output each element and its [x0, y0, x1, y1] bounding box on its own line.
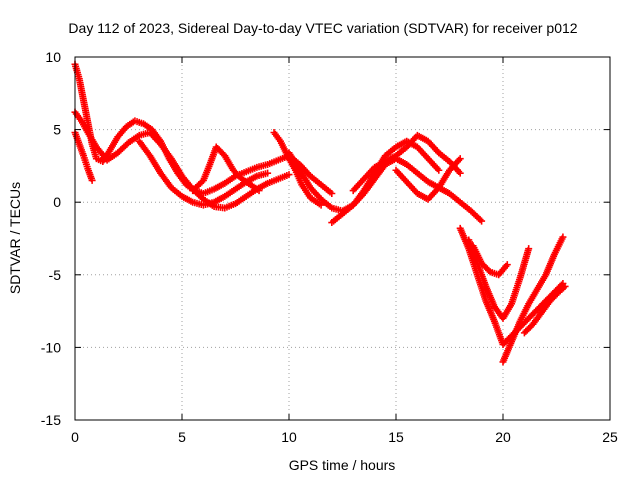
y-tick-label: -15	[41, 412, 61, 428]
data-point	[478, 217, 486, 225]
data-point	[285, 171, 293, 179]
data-series	[469, 242, 511, 279]
x-tick-label: 15	[388, 429, 404, 445]
data-point	[456, 155, 464, 163]
y-tick-label: 0	[53, 194, 61, 210]
data-point	[559, 233, 567, 241]
y-tick-label: 5	[53, 122, 61, 138]
chart-title: Day 112 of 2023, Sidereal Day-to-day VTE…	[68, 20, 577, 36]
y-tick-label: 10	[45, 49, 61, 65]
data-series	[189, 143, 263, 195]
x-tick-label: 20	[495, 429, 511, 445]
data-series	[71, 60, 336, 197]
grid-layer	[75, 57, 610, 420]
data-series	[520, 282, 569, 337]
y-tick-label: -5	[49, 267, 62, 283]
data-series	[392, 155, 464, 203]
data-point	[328, 189, 336, 197]
x-tick-label: 0	[71, 429, 79, 445]
data-point	[264, 169, 272, 177]
plot-frame	[74, 56, 611, 421]
data-series	[349, 131, 464, 195]
data-point	[456, 169, 464, 177]
data-point	[255, 187, 263, 195]
data-series	[465, 236, 533, 322]
data-point	[503, 261, 511, 269]
y-axis-label: SDTVAR / TECUs	[7, 182, 23, 294]
data-point	[485, 266, 493, 274]
data-point	[476, 216, 484, 224]
data-point	[561, 282, 569, 290]
data-series	[499, 233, 567, 366]
data-series	[135, 137, 272, 209]
axis-layer: 0 5 10 15 20 25 -15 -10 -5 0 5 10	[41, 49, 618, 445]
x-tick-label: 10	[281, 429, 297, 445]
x-tick-label: 5	[178, 429, 186, 445]
x-tick-label: 25	[602, 429, 618, 445]
data-layer	[71, 60, 569, 366]
x-axis-label: GPS time / hours	[289, 457, 396, 473]
data-point	[435, 166, 443, 174]
data-point	[525, 245, 533, 253]
y-tick-label: -10	[41, 339, 61, 355]
data-point	[88, 176, 96, 184]
